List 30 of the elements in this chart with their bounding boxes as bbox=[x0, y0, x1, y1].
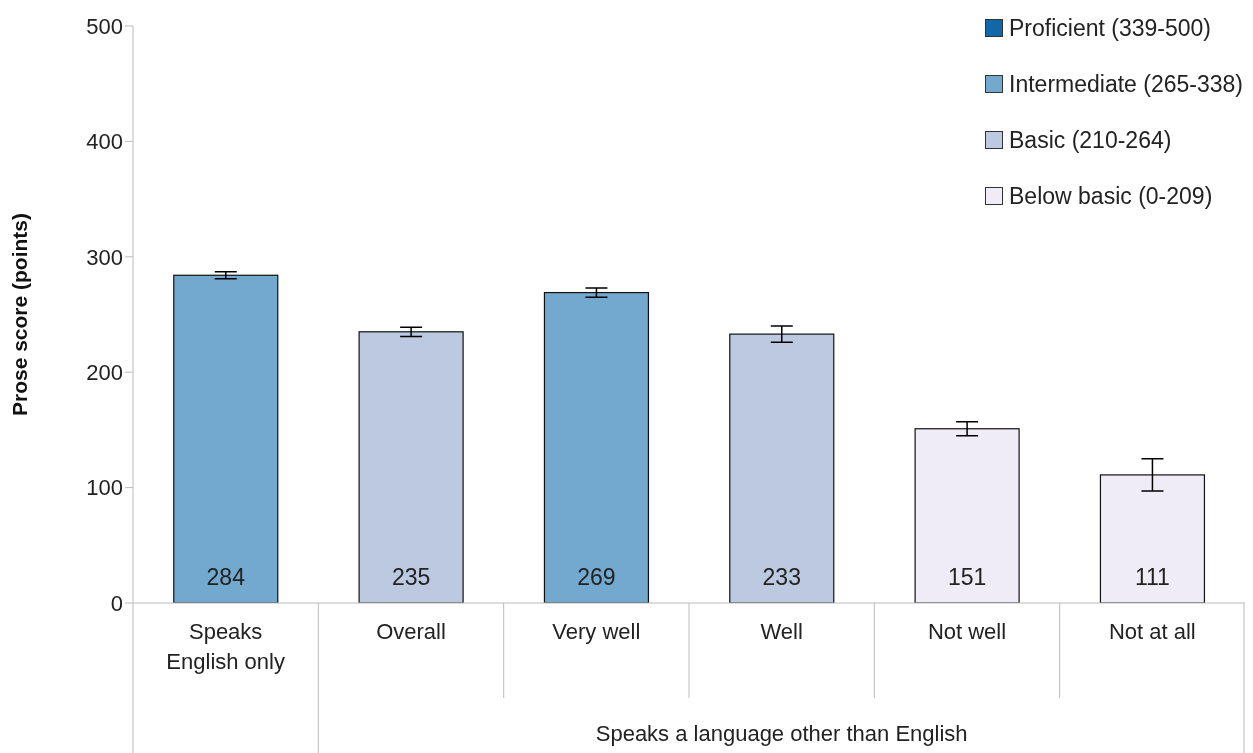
data-label: 111 bbox=[1134, 564, 1170, 590]
data-label: 151 bbox=[947, 564, 987, 590]
y-axis-title: Prose score (points) bbox=[8, 212, 32, 417]
bar bbox=[173, 274, 279, 603]
x-tick-label: Very well bbox=[552, 619, 641, 644]
y-tick-label: 0 bbox=[110, 590, 123, 616]
bar bbox=[543, 291, 650, 603]
data-label: 284 bbox=[206, 564, 246, 590]
data-label: 233 bbox=[762, 564, 801, 590]
legend-label: Basic (210-264) bbox=[1009, 126, 1172, 154]
text: Speaks a language other than English bbox=[595, 721, 968, 746]
x-tick-label: Speaks English only bbox=[166, 619, 285, 674]
y-tick-label: 400 bbox=[86, 129, 123, 155]
y-tick-label: 100 bbox=[86, 475, 123, 501]
legend-label: Intermediate (265-338) bbox=[1009, 70, 1243, 98]
x-tick-label: Not well bbox=[927, 619, 1007, 644]
data-label: 235 bbox=[391, 564, 431, 590]
y-tick-label: 200 bbox=[86, 360, 123, 386]
legend-label: Proficient (339-500) bbox=[1009, 14, 1212, 42]
x-tick-label: Well bbox=[760, 619, 803, 644]
x-tick-label: Not at all bbox=[1108, 619, 1196, 644]
bar bbox=[914, 428, 1020, 603]
y-tick-label: 300 bbox=[86, 244, 123, 270]
bar bbox=[1099, 474, 1206, 603]
data-label: 269 bbox=[577, 564, 616, 590]
x-tick-label: Overall bbox=[376, 619, 446, 644]
bar bbox=[358, 331, 464, 603]
bar bbox=[729, 333, 835, 603]
legend-label: Below basic (0-209) bbox=[1009, 182, 1213, 210]
y-tick-label: 500 bbox=[86, 13, 123, 39]
